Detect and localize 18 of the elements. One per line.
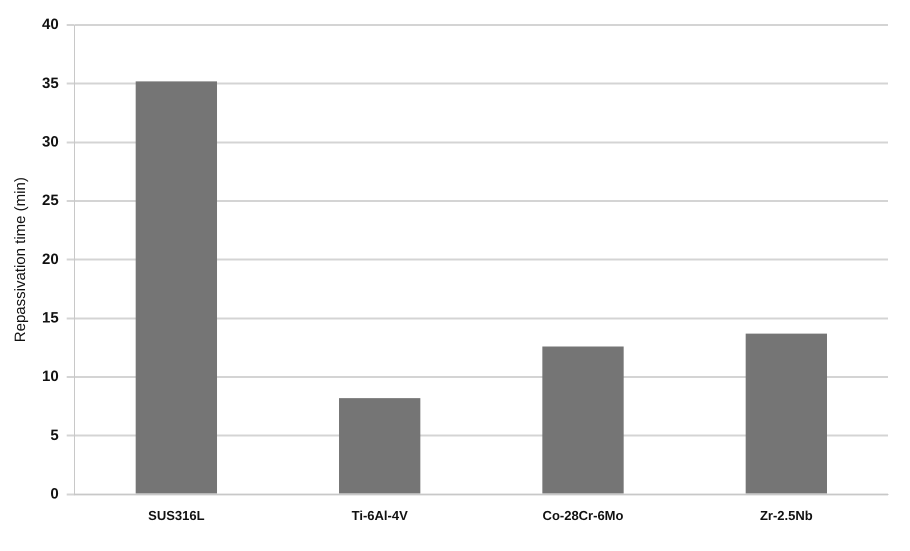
x-tick-label: Ti-6Al-4V <box>352 508 408 523</box>
y-tick-label: 20 <box>42 250 59 268</box>
bar <box>339 398 420 494</box>
bar <box>746 334 827 494</box>
y-tick-label: 25 <box>42 192 59 210</box>
y-tick-label: 15 <box>42 310 59 327</box>
x-tick-label: SUS316L <box>148 508 205 523</box>
y-tick-label: 35 <box>42 74 59 92</box>
x-tick-label: Zr-2.5Nb <box>760 508 813 523</box>
y-tick-label: 0 <box>50 486 59 503</box>
y-tick-label: 30 <box>42 133 59 150</box>
x-tick-label: Co-28Cr-6Mo <box>542 508 624 523</box>
y-tick-label: 5 <box>50 426 59 444</box>
bar <box>136 81 218 494</box>
bar <box>542 346 624 494</box>
y-tick-label: 10 <box>42 368 59 386</box>
y-tick-label: 40 <box>42 16 59 34</box>
y-axis-title: Repassivation time (min) <box>12 177 30 342</box>
